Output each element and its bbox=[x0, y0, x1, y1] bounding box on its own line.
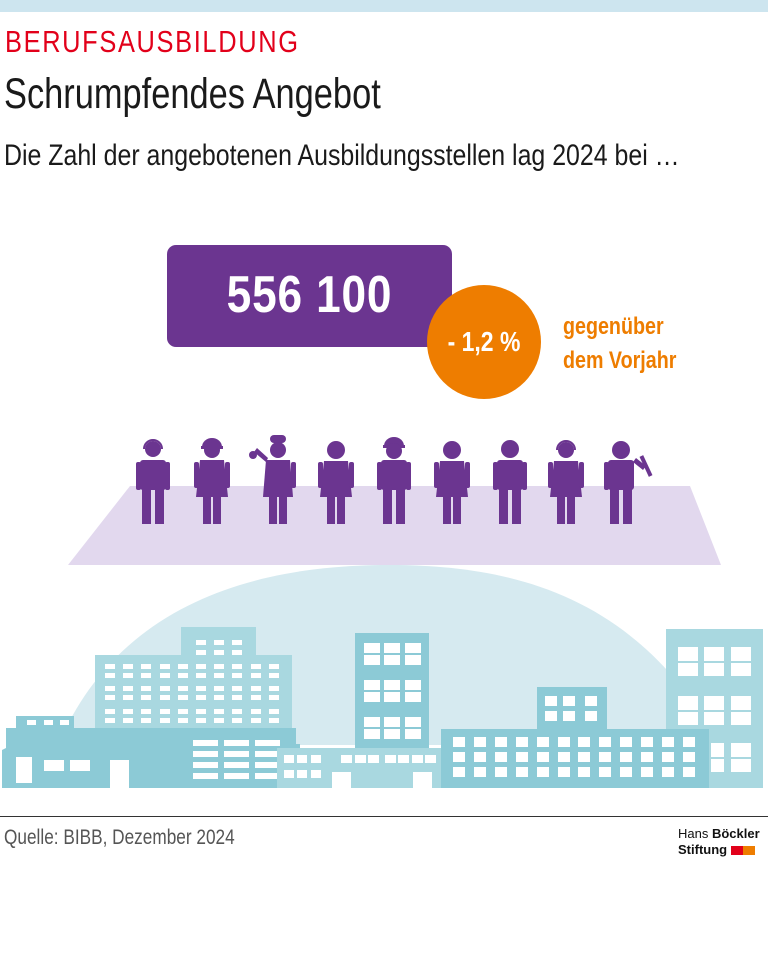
page-title: Schrumpfendes Angebot bbox=[4, 70, 381, 118]
comparison-line-2: dem Vorjahr bbox=[563, 347, 677, 374]
man-icon bbox=[493, 440, 527, 524]
city-illustration bbox=[2, 435, 763, 788]
building-center-tower bbox=[355, 633, 429, 749]
person-headset-icon bbox=[136, 439, 170, 524]
change-value: - 1,2 % bbox=[447, 326, 521, 357]
comparison-line-1: gegenüber bbox=[563, 313, 664, 340]
change-badge: - 1,2 % bbox=[427, 285, 541, 399]
hbs-logo: Hans Böckler Stiftung bbox=[678, 826, 760, 859]
tower-windows bbox=[105, 664, 279, 723]
woman-icon bbox=[434, 441, 470, 524]
woman-icon bbox=[318, 441, 354, 524]
source-note: Quelle: BIBB, Dezember 2024 bbox=[4, 826, 235, 849]
kicker-label: BERUFSAUSBILDUNG bbox=[5, 24, 300, 59]
man-wrench-icon bbox=[604, 441, 653, 524]
comparison-label: gegenüber dem Vorjahr bbox=[563, 310, 676, 378]
logo-hans: Hans bbox=[678, 826, 712, 841]
stat-value: 556 100 bbox=[226, 266, 393, 324]
woman-hardhat-icon bbox=[194, 438, 230, 524]
footer-divider bbox=[0, 816, 768, 817]
logo-squares-icon bbox=[731, 843, 756, 859]
building-center-low bbox=[277, 748, 445, 788]
people-row bbox=[136, 435, 653, 524]
logo-stiftung: Stiftung bbox=[678, 842, 728, 857]
page-subtitle: Die Zahl der angebotenen Ausbildungsstel… bbox=[4, 139, 680, 172]
building-right-long bbox=[441, 687, 709, 788]
man-hardhat-icon bbox=[377, 437, 411, 524]
top-accent-bar bbox=[0, 0, 768, 12]
logo-boeckler: Böckler bbox=[711, 826, 760, 841]
building-left-tower bbox=[6, 627, 296, 788]
woman-headset-icon bbox=[548, 440, 584, 524]
stat-value-box: 556 100 bbox=[167, 245, 452, 347]
chef-icon bbox=[249, 435, 296, 524]
